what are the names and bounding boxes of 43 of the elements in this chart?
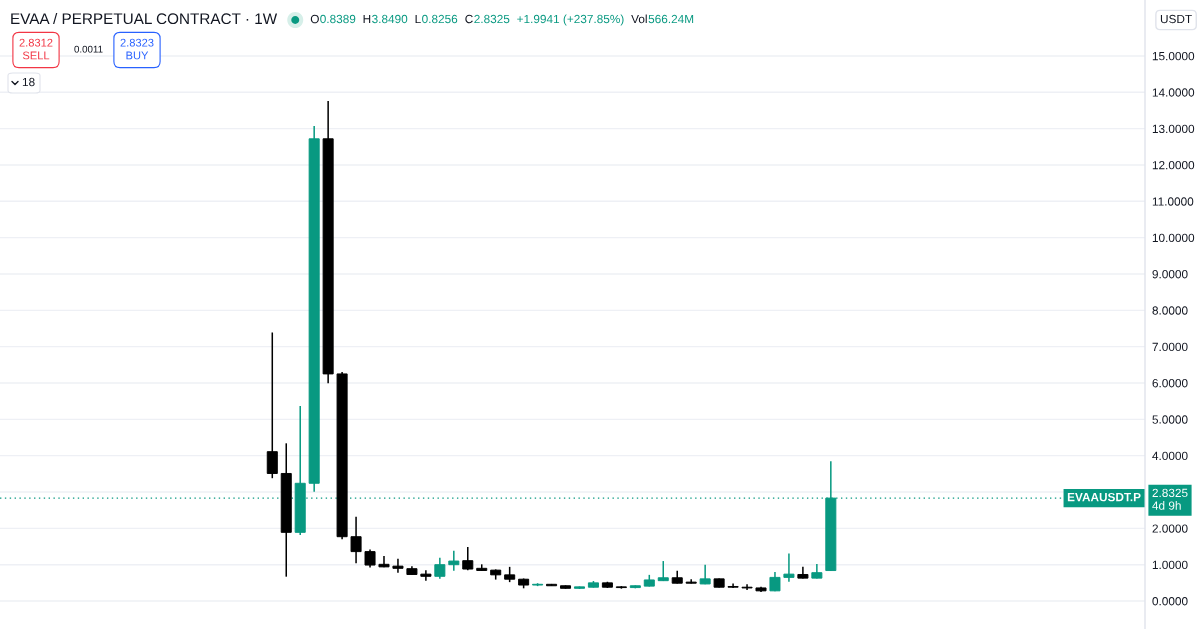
annotation: 18 (22, 77, 35, 87)
y-tick-label: 2.0000 (1152, 524, 1188, 533)
annotation: 0.8389 (320, 14, 356, 24)
y-tick-label: 1.0000 (1152, 560, 1188, 570)
annotation: 0.8256 (422, 14, 458, 24)
annotation: L (415, 14, 421, 24)
y-tick-label: 4.0000 (1152, 451, 1188, 461)
y-tick-label: 10.0000 (1152, 233, 1195, 243)
candlestick (378, 555, 390, 568)
y-tick-label: 0.0000 (1152, 597, 1188, 606)
y-tick-label: 13.0000 (1152, 124, 1195, 134)
y-tick-label: 12.0000 (1152, 161, 1195, 170)
annotation: 2.8312 SELL (19, 38, 53, 60)
annotation: C (465, 14, 473, 24)
candlestick (783, 552, 795, 583)
candlestick (448, 550, 460, 572)
y-tick-label: 9.0000 (1152, 270, 1188, 279)
annotation: Vol (631, 14, 647, 24)
annotation: 2.8323 BUY (120, 38, 154, 60)
annotation: O (310, 14, 319, 24)
annotation: 566.24M (648, 14, 694, 24)
y-tick-label: 15.0000 (1152, 51, 1195, 61)
y-tick-label: 7.0000 (1152, 342, 1188, 352)
annotation: 3.8490 (372, 14, 408, 24)
candlestick (350, 515, 362, 564)
annotation: H (363, 14, 371, 24)
annotation: +1.9941 (+237.85%) (517, 14, 624, 26)
annotation: 2.8325 (474, 14, 510, 24)
y-tick-label: 8.0000 (1152, 306, 1188, 315)
candlestick (434, 557, 446, 580)
candlestick (392, 558, 404, 574)
ref-line-label: EVAAUSDT.P (1067, 492, 1141, 502)
candlestick (699, 563, 711, 586)
y-axis-title: USDT (1160, 14, 1192, 24)
annotation: 0.0011 (74, 45, 103, 53)
candlestick (364, 548, 376, 569)
y-tick-label: 14.0000 (1152, 88, 1195, 97)
y-tick-label: 11.0000 (1152, 197, 1194, 206)
y-tick-label: 6.0000 (1152, 379, 1188, 388)
candlestick (266, 331, 278, 479)
text: EVAA / PERPETUAL CONTRACT · 1W (11, 12, 278, 25)
text: 2.8325 4d 9h (1152, 488, 1188, 510)
y-tick-label: 5.0000 (1152, 415, 1188, 424)
